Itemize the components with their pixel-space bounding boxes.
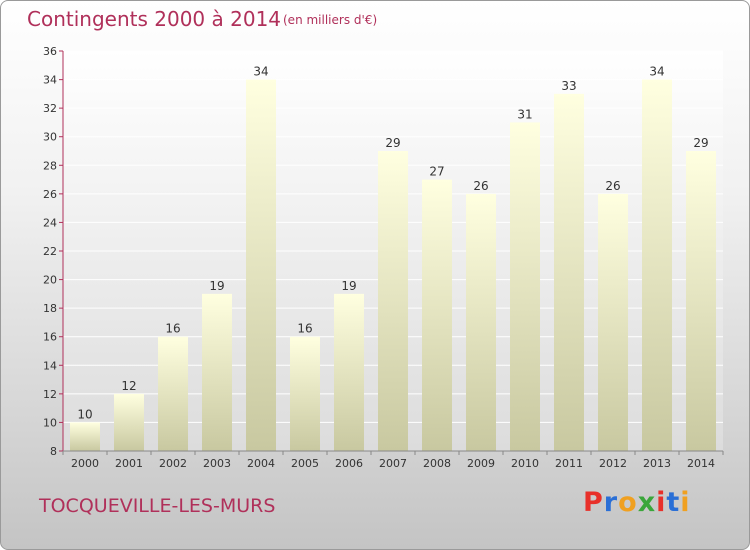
x-tick-label: 2008 — [423, 457, 451, 470]
y-tick-label: 16 — [43, 331, 57, 344]
x-tick-label: 2001 — [115, 457, 143, 470]
data-label: 33 — [561, 79, 576, 93]
y-tick-label: 22 — [43, 245, 57, 258]
bar — [334, 293, 364, 451]
bar — [422, 179, 452, 452]
bar — [246, 79, 276, 452]
y-tick-label: 12 — [43, 388, 57, 401]
x-tick-label: 2009 — [467, 457, 495, 470]
bar — [686, 151, 716, 451]
x-tick-label: 2012 — [599, 457, 627, 470]
y-tick-label: 20 — [43, 274, 57, 287]
x-tick-label: 2007 — [379, 457, 407, 470]
data-label: 26 — [605, 179, 620, 193]
data-label: 34 — [253, 65, 268, 79]
data-label: 27 — [429, 165, 444, 179]
y-tick-label: 28 — [43, 159, 57, 172]
logo-letter: P — [583, 487, 604, 518]
x-tick-label: 2000 — [71, 457, 99, 470]
data-label: 29 — [693, 136, 708, 150]
bar — [290, 336, 320, 451]
bar — [70, 422, 100, 451]
data-label: 19 — [341, 279, 356, 293]
data-label: 19 — [209, 279, 224, 293]
x-tick-label: 2002 — [159, 457, 187, 470]
chart-title: Contingents 2000 à 2014 — [27, 7, 282, 31]
y-tick-label: 30 — [43, 131, 57, 144]
y-tick-label: 18 — [43, 302, 57, 315]
y-tick-label: 32 — [43, 102, 57, 115]
logo-letter: o — [618, 487, 638, 518]
data-label: 31 — [517, 107, 532, 121]
bar — [642, 79, 672, 452]
x-tick-label: 2004 — [247, 457, 275, 470]
data-label: 12 — [121, 379, 136, 393]
bar — [598, 193, 628, 451]
data-label: 26 — [473, 179, 488, 193]
x-tick-label: 2013 — [643, 457, 671, 470]
x-tick-label: 2006 — [335, 457, 363, 470]
y-tick-label: 14 — [43, 359, 57, 372]
bar — [202, 293, 232, 451]
x-tick-label: 2003 — [203, 457, 231, 470]
y-tick-label: 34 — [43, 74, 57, 87]
y-tick-label: 10 — [43, 416, 57, 429]
data-label: 16 — [297, 322, 312, 336]
bar — [158, 336, 188, 451]
x-tick-label: 2005 — [291, 457, 319, 470]
y-tick-label: 8 — [50, 445, 57, 458]
chart-subtitle: (en milliers d'€) — [283, 13, 378, 27]
bar — [554, 93, 584, 451]
logo-letter: t — [666, 487, 681, 518]
x-tick-label: 2010 — [511, 457, 539, 470]
data-label: 16 — [165, 322, 180, 336]
bar — [466, 193, 496, 451]
y-tick-label: 36 — [43, 45, 57, 58]
y-tick-label: 26 — [43, 188, 57, 201]
logo-letter: i — [656, 487, 667, 518]
data-label: 29 — [385, 136, 400, 150]
data-label: 10 — [77, 407, 92, 421]
y-tick-label: 24 — [43, 216, 57, 229]
x-tick-label: 2014 — [687, 457, 715, 470]
bar — [114, 393, 144, 451]
bar — [510, 122, 540, 451]
logo-letter: i — [680, 487, 691, 518]
x-tick-label: 2011 — [555, 457, 583, 470]
logo-letter: x — [637, 487, 657, 518]
bar — [378, 151, 408, 451]
commune-name: TOCQUEVILLE-LES-MURS — [39, 495, 276, 517]
data-label: 34 — [649, 65, 664, 79]
logo-letter: r — [603, 487, 619, 518]
proxiti-logo: Proxiti — [583, 487, 691, 518]
